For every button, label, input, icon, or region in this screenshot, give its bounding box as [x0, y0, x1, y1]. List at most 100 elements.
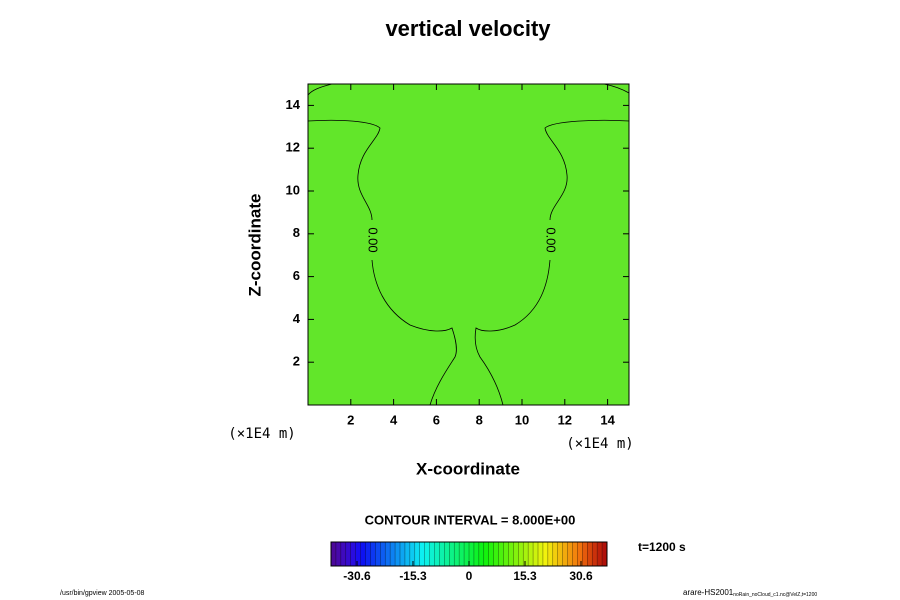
colorbar-stripe [557, 542, 563, 566]
chart-title: vertical velocity [385, 16, 551, 41]
x-tick-label: 10 [515, 412, 529, 427]
colorbar-stripe [469, 542, 475, 566]
contour-interval: CONTOUR INTERVAL = 8.000E+00 [365, 512, 576, 527]
y-tick-label: 10 [286, 182, 300, 197]
contour-line [307, 119, 381, 221]
footer-right-main: arare-HS2001 [683, 588, 734, 597]
colorbar-stripe [503, 542, 509, 566]
colorbar-stripe [562, 542, 568, 566]
colorbar-stripe [385, 542, 391, 566]
colorbar-stripe [370, 542, 376, 566]
colorbar-stripe [424, 542, 430, 566]
colorbar-stripe [592, 542, 598, 566]
field-fill [308, 84, 629, 405]
colorbar-stripe [345, 542, 352, 566]
footer-right-sub: noRain_noCloud_c1.nc@VelZ,t=1200 [733, 592, 817, 598]
contour-line [307, 83, 333, 96]
colorbar-stripe [493, 542, 499, 566]
plot-area: 2 4 6 8 10 12 14 2 4 6 8 10 12 14 [286, 83, 630, 427]
colorbar-stripe [488, 542, 494, 566]
colorbar-stripe [429, 542, 435, 566]
x-tick-label: 12 [558, 412, 572, 427]
colorbar-stripe [414, 542, 421, 566]
contour-label: 0.00 [544, 227, 559, 252]
y-tick-label: 12 [286, 140, 300, 155]
time-label: t=1200 s [638, 540, 686, 554]
x-tick-label: 4 [390, 412, 398, 427]
colorbar-stripe [380, 542, 386, 566]
colorbar-stripe [404, 542, 411, 566]
y-tick-label: 14 [286, 97, 301, 112]
colorbar-stripe [400, 542, 406, 566]
contour-line [371, 259, 457, 406]
colorbar-stripe [464, 542, 470, 566]
colorbar-stripe [552, 542, 559, 566]
colorbar-stripe [498, 542, 504, 566]
x-tick-label: 2 [347, 412, 354, 427]
colorbar: -30.6 -15.3 0 15.3 30.6 [330, 541, 608, 583]
colorbar-stripe [483, 542, 490, 566]
colorbar-stripe [375, 542, 381, 566]
colorbar-stripe [444, 542, 450, 566]
x-tick-label: 6 [433, 412, 440, 427]
colorbar-stripe [439, 542, 445, 566]
y-tick-label: 6 [293, 268, 300, 283]
contour-line [544, 119, 630, 221]
contour-lines [307, 83, 630, 406]
colorbar-tick-label: -30.6 [343, 569, 371, 583]
y-tick-label: 4 [293, 311, 301, 326]
y-axis-label: Z-coordinate [245, 194, 264, 297]
x-tick-label: 14 [600, 412, 615, 427]
colorbar-stripe [340, 542, 347, 566]
colorbar-stripe [567, 542, 573, 566]
colorbar-tick-label: 0 [466, 569, 473, 583]
colorbar-tick-label: 30.6 [569, 569, 593, 583]
colorbar-stripe [582, 542, 588, 566]
footer-left: /usr/bin/gpview 2005-05-08 [60, 590, 145, 597]
colorbar-stripe [513, 542, 519, 566]
colorbar-stripe [365, 542, 371, 566]
colorbar-stripe [454, 542, 460, 566]
colorbar-stripe [355, 542, 361, 566]
y-tick-label: 8 [293, 225, 300, 240]
colorbar-stripe [572, 542, 578, 566]
colorbar-stripe [449, 542, 455, 566]
colorbar-stripe [390, 542, 396, 566]
plot-frame [307, 83, 630, 406]
colorbar-stripe [518, 542, 524, 566]
colorbar-tick-label: 15.3 [513, 569, 537, 583]
colorbar-stripe [331, 542, 337, 566]
colorbar-stripe [597, 542, 603, 566]
contour-label: 0.00 [366, 227, 381, 252]
colorbar-stripe [434, 542, 440, 566]
contour-line [474, 259, 551, 406]
colorbar-stripe [528, 542, 534, 566]
colorbar-stripe [478, 542, 485, 566]
colorbar-stripe [350, 542, 356, 566]
colorbar-stripe [508, 542, 514, 566]
colorbar-tick-label: -15.3 [399, 569, 427, 583]
x-tick-label: 8 [476, 412, 483, 427]
colorbar-stripe [577, 542, 583, 566]
colorbar-stripe [335, 542, 342, 566]
colorbar-stripe [533, 542, 539, 566]
footer-right: arare-HS2001noRain_noCloud_c1.nc@VelZ,t=… [683, 588, 817, 598]
colorbar-stripe [542, 542, 549, 566]
contour-line [603, 83, 630, 94]
colorbar-stripe [419, 542, 425, 566]
colorbar-stripe [538, 542, 544, 566]
y-unit: (×1E4 m) [228, 426, 295, 442]
colorbar-stripe [459, 542, 465, 566]
colorbar-stripe [473, 542, 480, 566]
x-axis-label: X-coordinate [416, 459, 520, 478]
colorbar-stripe [360, 542, 366, 566]
colorbar-stripe [395, 542, 401, 566]
colorbar-stripe [602, 542, 608, 566]
colorbar-stripe [547, 542, 554, 566]
colorbar-stripe [409, 542, 416, 566]
y-tick-label: 2 [293, 354, 300, 369]
colorbar-stripe [587, 542, 593, 566]
x-unit: (×1E4 m) [566, 436, 633, 452]
colorbar-stripe [523, 542, 529, 566]
